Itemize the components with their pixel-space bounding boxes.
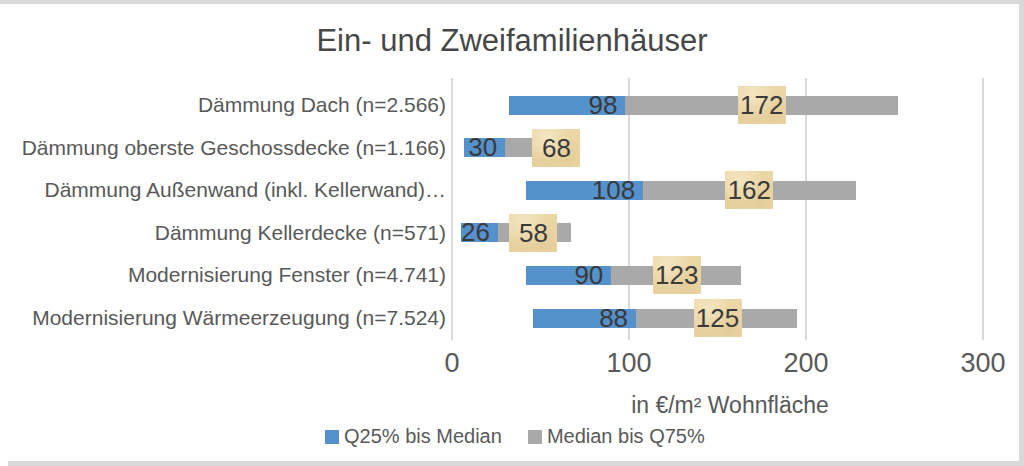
q75-value-box: 58	[509, 214, 557, 252]
q75-value-box: 68	[532, 129, 580, 167]
legend-swatch-median-q75	[528, 430, 542, 444]
chart-page: Ein- und Zweifamilienhäuser 0 100 200 300 Dä…	[0, 0, 1024, 466]
category-label: Dämmung Dach (n=2.566)	[0, 93, 446, 117]
category-label: Dämmung oberste Geschossdecke (n=1.166)	[0, 136, 446, 160]
median-value-label: 88	[538, 309, 628, 328]
category-label: Dämmung Kellerdecke (n=571)	[0, 221, 446, 245]
gridline	[805, 78, 807, 330]
median-value-label: 108	[545, 181, 635, 200]
median-value-label: 98	[527, 96, 617, 115]
axis-tick-label: 300	[938, 350, 1024, 377]
axis-tick-label: 200	[761, 350, 851, 377]
page-border-bottom	[8, 461, 1024, 466]
category-label: Modernisierung Fenster (n=4.741)	[0, 263, 446, 287]
axis-tick	[628, 330, 630, 340]
page-border-right	[1019, 0, 1024, 466]
axis-tick	[982, 330, 984, 340]
gridline	[982, 78, 984, 330]
axis-tick-label: 0	[407, 350, 497, 377]
q75-value-box: 125	[694, 299, 742, 337]
chart-title: Ein- und Zweifamilienhäuser	[0, 23, 1024, 59]
x-axis-label: in €/m² Wohnfläche	[530, 394, 930, 417]
median-value-label: 26	[400, 223, 490, 242]
median-value-label: 30	[407, 138, 497, 157]
page-border-top	[0, 0, 1024, 4]
axis-tick	[451, 330, 453, 340]
axis-tick	[805, 330, 807, 340]
legend-swatch-q25-median	[325, 430, 339, 444]
q75-value-box: 123	[653, 256, 701, 294]
axis-tick-label: 100	[584, 350, 674, 377]
legend-label-q25-median: Q25% bis Median	[344, 425, 502, 448]
category-label: Modernisierung Wärmeerzeugung (n=7.524)	[0, 306, 446, 330]
category-label: Dämmung Außenwand (inkl. Kellerwand)…	[0, 178, 446, 202]
median-value-label: 90	[513, 266, 603, 285]
q75-value-box: 162	[725, 171, 773, 209]
q75-value-box: 172	[738, 86, 786, 124]
gridline	[451, 78, 453, 330]
legend-label-median-q75: Median bis Q75%	[547, 425, 705, 448]
legend: Q25% bis Median Median bis Q75%	[325, 425, 731, 448]
